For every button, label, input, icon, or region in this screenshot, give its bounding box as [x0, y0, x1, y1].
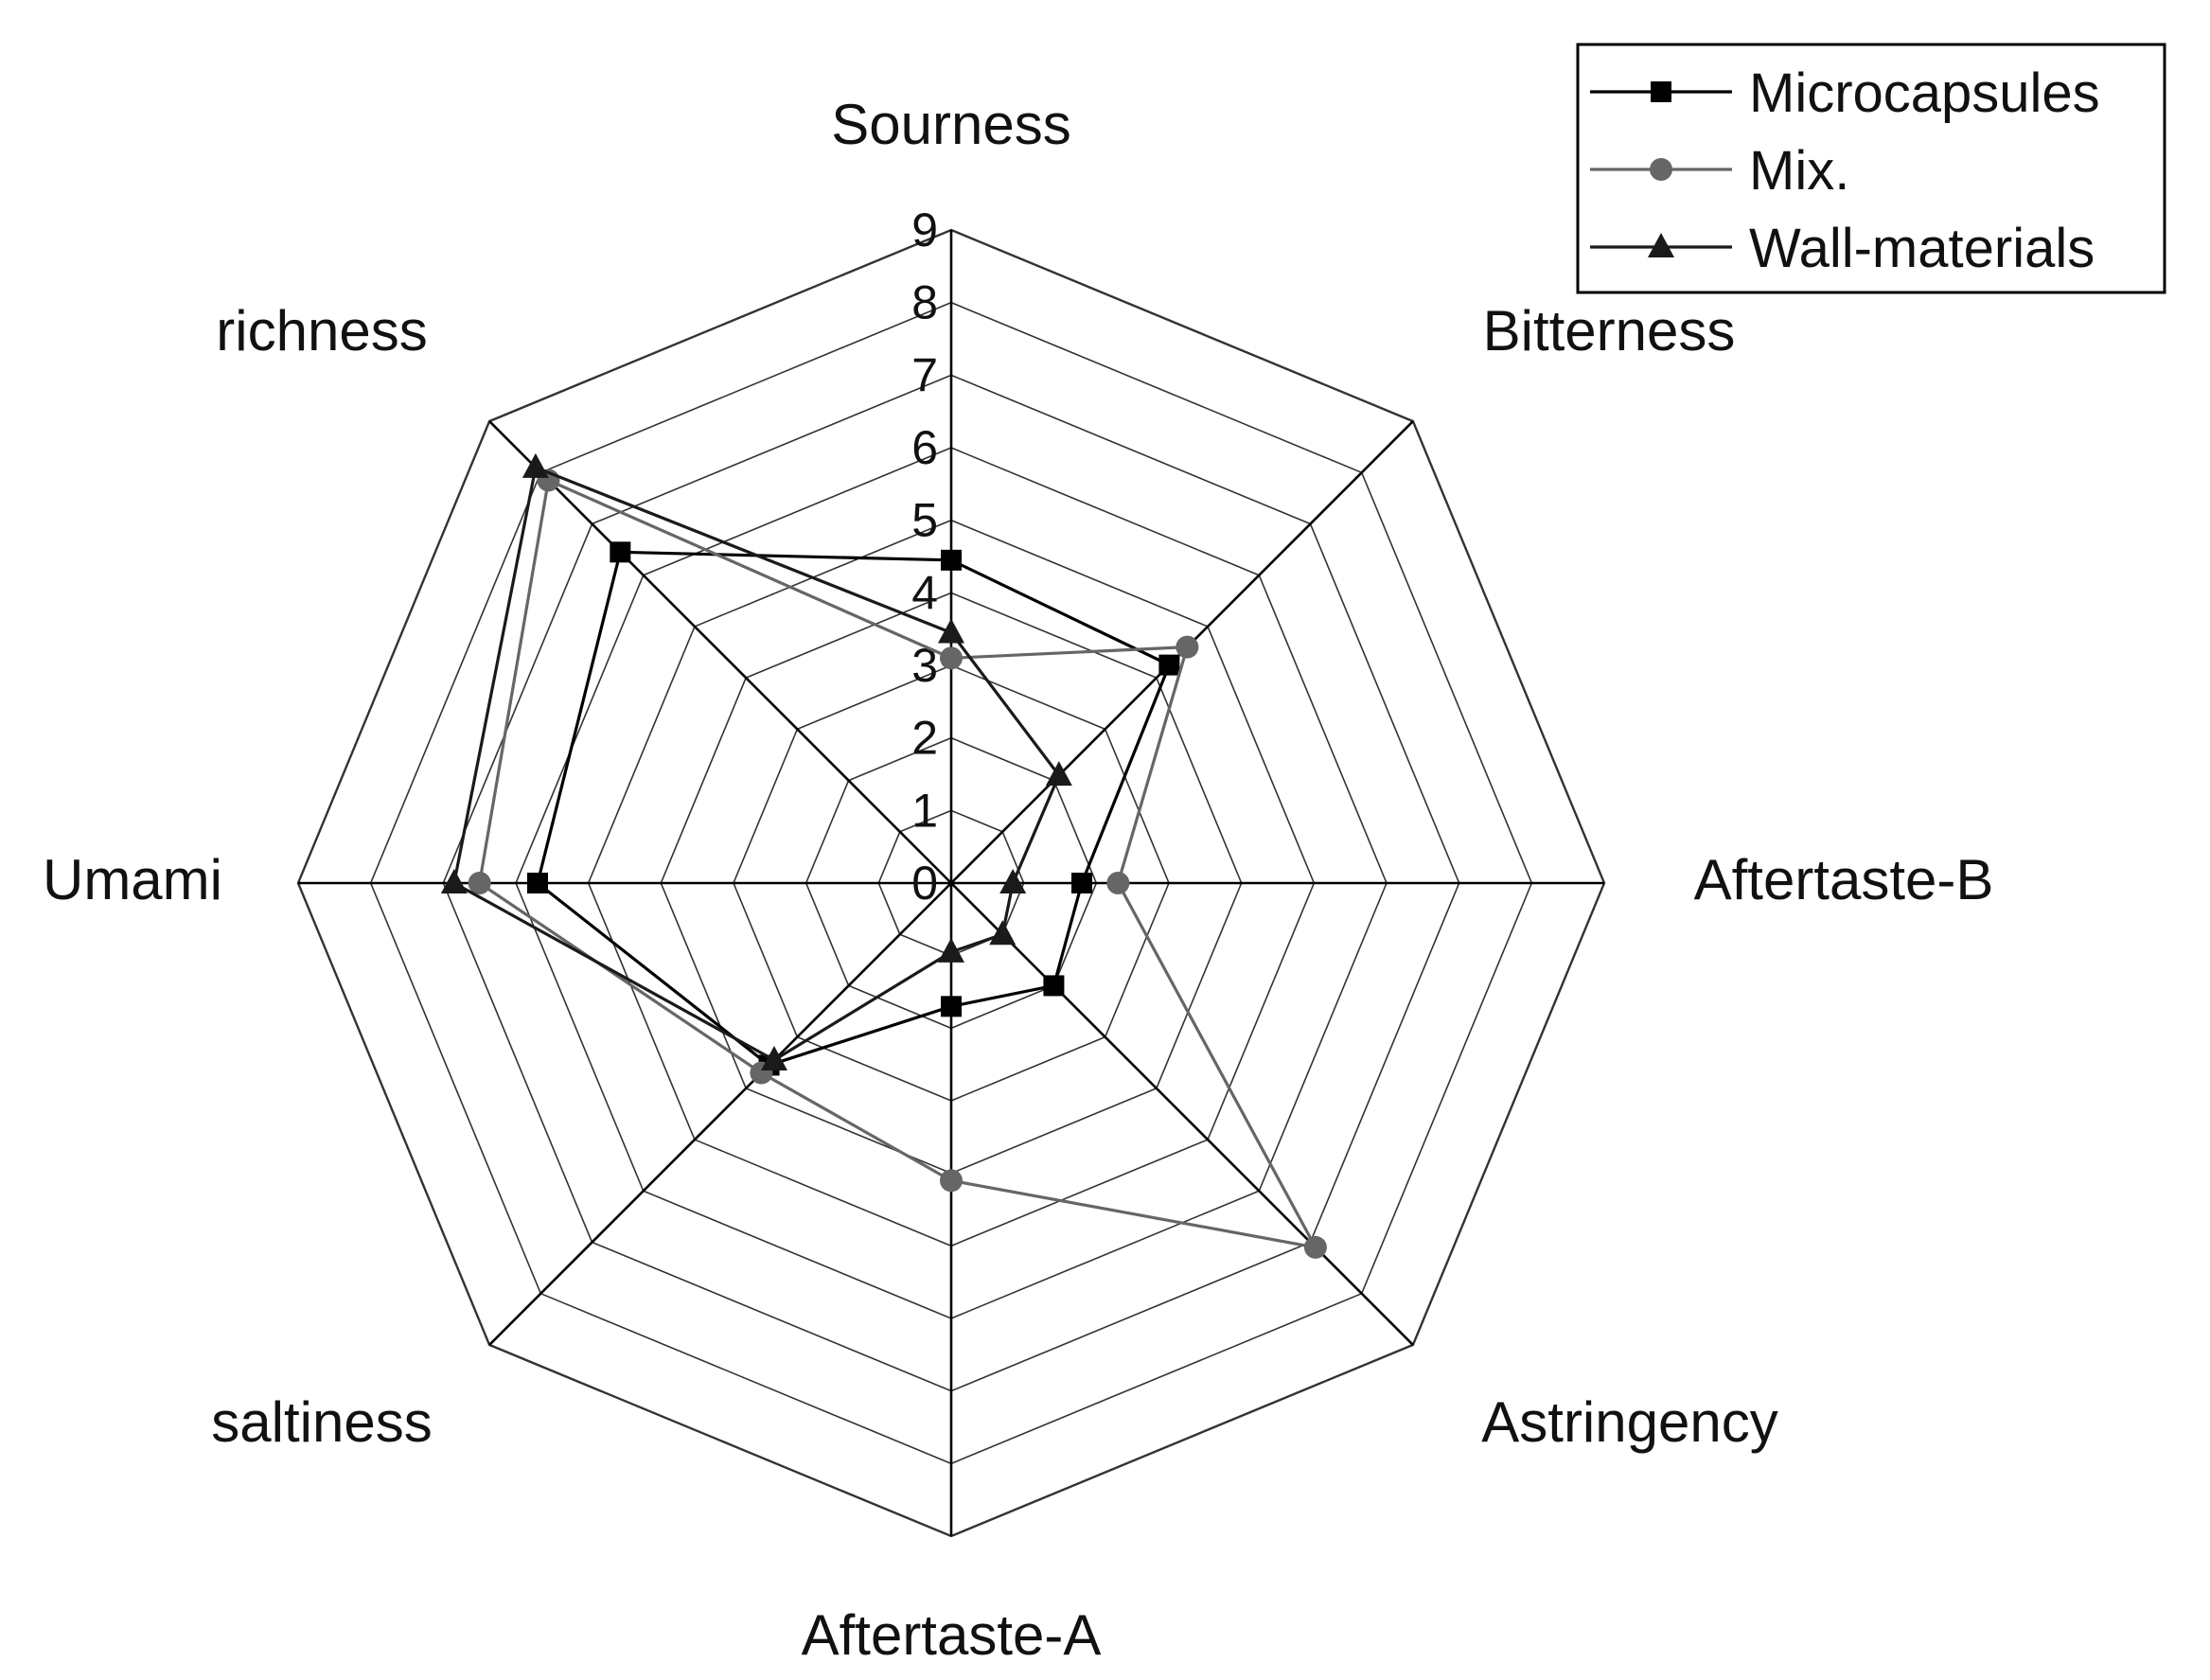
data-point-aftertaste-a	[938, 937, 964, 963]
legend-entry: Wall-materials	[1590, 218, 2095, 279]
category-label-astringency: Astringency	[1481, 1390, 1777, 1454]
legend-marker	[1650, 158, 1672, 181]
data-point-sourness	[938, 618, 964, 644]
series-microcapsules	[527, 541, 1180, 1076]
data-point-aftertaste-a	[940, 1169, 963, 1193]
series-wall-materials	[440, 452, 1072, 1071]
tick-label: 5	[911, 494, 938, 547]
data-point-astringency	[1303, 1235, 1327, 1259]
category-label-sourness: Sourness	[831, 93, 1070, 156]
tick-label: 4	[911, 566, 938, 619]
legend-marker	[1651, 81, 1671, 102]
category-labels: Sourness Bitterness Aftertaste-B Astringenc…	[43, 93, 1993, 1667]
legend-label: Mix.	[1749, 140, 1849, 202]
data-point-bitterness	[1176, 635, 1199, 659]
axis-line-astringency	[950, 882, 1414, 1346]
data-point-umami	[527, 873, 548, 893]
tick-label: 0	[911, 857, 938, 910]
axis-line-richness	[488, 420, 952, 884]
legend-entry: Mix.	[1590, 140, 1849, 202]
data-point-astringency	[989, 920, 1017, 946]
tick-label: 8	[911, 276, 938, 329]
legend-label: Microcapsules	[1749, 62, 2100, 124]
category-label-aftertaste-a: Aftertaste-A	[802, 1603, 1102, 1667]
tick-label: 1	[911, 784, 938, 837]
axis-line-saltiness	[488, 882, 952, 1346]
tick-label: 7	[911, 348, 938, 401]
category-label-saltiness: saltiness	[211, 1390, 432, 1454]
data-point-richness	[522, 452, 549, 478]
data-series	[440, 452, 1327, 1259]
data-point-aftertaste-b	[999, 869, 1027, 893]
data-point-richness	[610, 541, 631, 563]
category-label-bitterness: Bitterness	[1483, 299, 1736, 363]
data-point-sourness	[940, 646, 963, 670]
data-point-sourness	[941, 549, 962, 571]
category-label-umami: Umami	[43, 848, 222, 911]
category-label-aftertaste-b: Aftertaste-B	[1694, 848, 1994, 911]
data-point-umami	[468, 872, 491, 894]
data-point-aftertaste-b	[1106, 872, 1130, 894]
tick-label: 9	[911, 203, 938, 256]
data-point-aftertaste-a	[941, 996, 962, 1017]
series-mix-	[468, 469, 1327, 1259]
tick-label: 2	[911, 712, 938, 765]
legend-entry: Microcapsules	[1590, 62, 2100, 124]
data-point-bitterness	[1158, 654, 1180, 676]
legend-label: Wall-materials	[1749, 218, 2095, 279]
tick-label: 6	[911, 421, 938, 474]
data-point-aftertaste-b	[1071, 873, 1092, 893]
data-point-umami	[440, 869, 468, 893]
data-point-bitterness	[1045, 761, 1072, 787]
legend-marker	[1648, 233, 1674, 257]
category-label-richness: richness	[216, 299, 427, 363]
data-point-saltiness	[760, 1046, 787, 1071]
data-point-astringency	[1043, 975, 1065, 997]
series-line	[452, 465, 1061, 1062]
legend: Microcapsules Mix. Wall-materials	[1576, 43, 2166, 294]
radar-axes	[298, 230, 1604, 1536]
series-line	[477, 478, 1318, 1250]
